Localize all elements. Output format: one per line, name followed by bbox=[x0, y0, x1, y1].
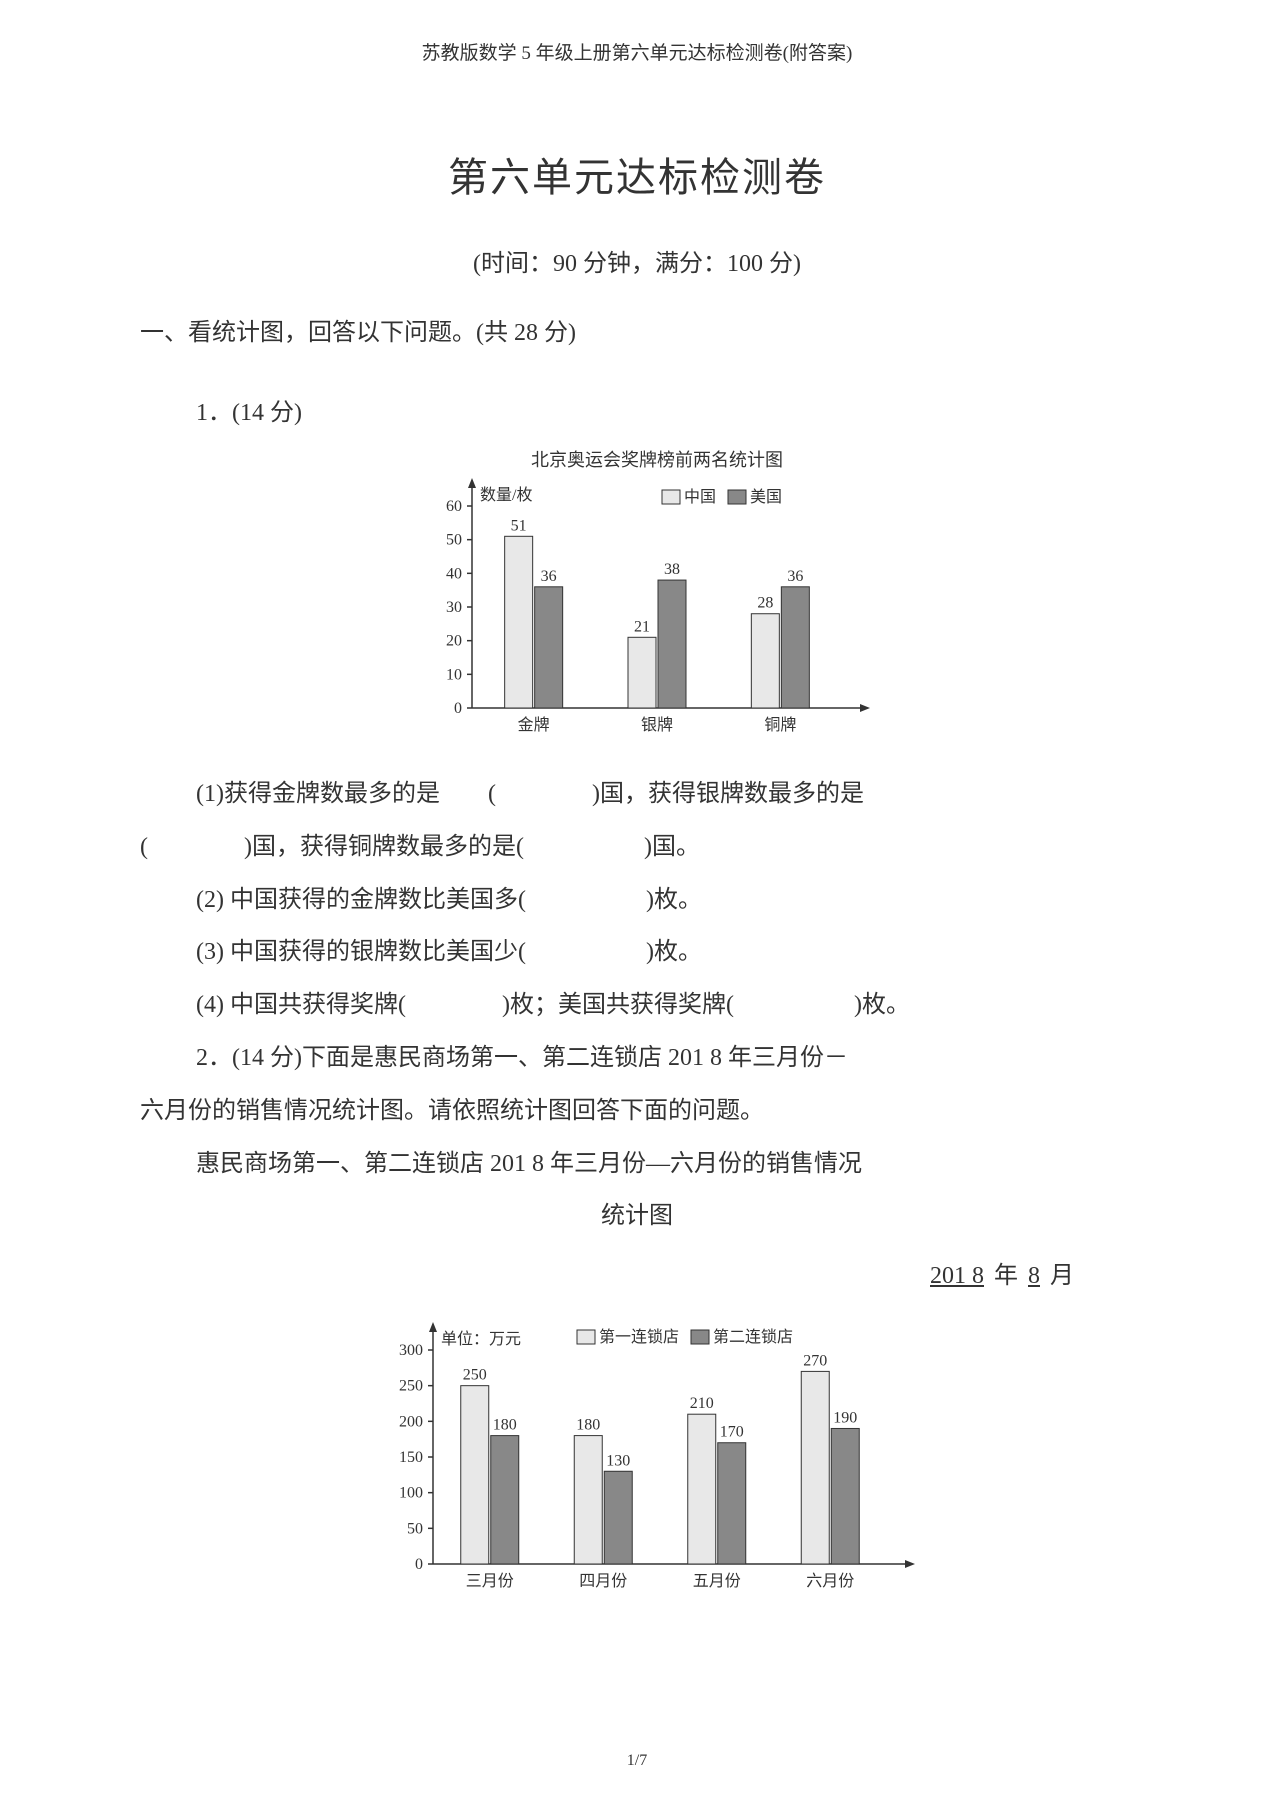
svg-text:铜牌: 铜牌 bbox=[764, 716, 796, 734]
q1-label: 1．(14 分) bbox=[196, 387, 1134, 440]
q1-p1b: ( )国，获得铜牌数最多的是( )国。 bbox=[140, 821, 1134, 874]
svg-text:36: 36 bbox=[787, 568, 803, 585]
q1-p4: (4) 中国共获得奖牌( )枚；美国共获得奖牌( )枚。 bbox=[196, 979, 1134, 1032]
svg-text:三月份: 三月份 bbox=[466, 1572, 514, 1590]
q2-p3: 统计图 bbox=[140, 1190, 1134, 1243]
svg-text:250: 250 bbox=[463, 1367, 487, 1384]
svg-text:五月份: 五月份 bbox=[693, 1572, 741, 1590]
svg-text:40: 40 bbox=[446, 565, 462, 582]
svg-text:50: 50 bbox=[407, 1520, 423, 1537]
svg-text:170: 170 bbox=[720, 1424, 744, 1441]
chart-sales: 单位：万元 第一连锁店 第二连锁店 0 50 100 150 200 250 300 250 180 三… bbox=[357, 1304, 917, 1604]
svg-text:0: 0 bbox=[415, 1556, 423, 1573]
date-year: 201 8 bbox=[926, 1263, 988, 1289]
chart-olympic-medals: 北京奥运会奖牌榜前两名统计图数量/枚 中国 美国 0 10 20 30 40 50 60 51 36 金… bbox=[402, 448, 872, 748]
svg-text:250: 250 bbox=[399, 1378, 423, 1395]
page-title: 第六单元达标检测卷 bbox=[140, 145, 1134, 203]
svg-text:210: 210 bbox=[690, 1395, 714, 1412]
svg-text:四月份: 四月份 bbox=[579, 1572, 627, 1590]
svg-text:300: 300 bbox=[399, 1342, 423, 1359]
svg-text:190: 190 bbox=[833, 1410, 857, 1427]
svg-text:20: 20 bbox=[446, 633, 462, 650]
svg-text:38: 38 bbox=[664, 561, 680, 578]
svg-text:美国: 美国 bbox=[750, 488, 782, 506]
svg-text:10: 10 bbox=[446, 666, 462, 683]
section-heading: 一、看统计图，回答以下问题。(共 28 分) bbox=[140, 312, 1134, 355]
svg-text:130: 130 bbox=[606, 1452, 630, 1469]
svg-text:60: 60 bbox=[446, 498, 462, 515]
date-year-unit: 年 bbox=[994, 1263, 1018, 1289]
svg-text:金牌: 金牌 bbox=[518, 716, 550, 734]
svg-text:180: 180 bbox=[576, 1417, 600, 1434]
q1-p2: (2) 中国获得的金牌数比美国多( )枚。 bbox=[196, 874, 1134, 927]
svg-text:51: 51 bbox=[511, 517, 527, 534]
svg-text:270: 270 bbox=[803, 1353, 827, 1370]
svg-text:数量/枚: 数量/枚 bbox=[480, 486, 532, 504]
q2-p2: 惠民商场第一、第二连锁店 201 8 年三月份—六月份的销售情况 bbox=[196, 1138, 1134, 1191]
svg-text:100: 100 bbox=[399, 1485, 423, 1502]
svg-text:200: 200 bbox=[399, 1413, 423, 1430]
svg-text:单位：万元: 单位：万元 bbox=[441, 1330, 521, 1348]
svg-text:第一连锁店: 第一连锁店 bbox=[599, 1328, 679, 1346]
svg-text:30: 30 bbox=[446, 599, 462, 616]
svg-text:银牌: 银牌 bbox=[641, 716, 673, 734]
q2-p1: 六月份的销售情况统计图。请依照统计图回答下面的问题。 bbox=[140, 1085, 1134, 1138]
svg-text:21: 21 bbox=[634, 618, 650, 635]
svg-text:180: 180 bbox=[493, 1417, 517, 1434]
q2-label: 2．(14 分)下面是惠民商场第一、第二连锁店 201 8 年三月份－ bbox=[196, 1032, 1134, 1085]
date-line: 201 8 年 8 月 bbox=[140, 1255, 1074, 1290]
date-month: 8 bbox=[1024, 1263, 1044, 1289]
svg-text:六月份: 六月份 bbox=[806, 1572, 854, 1590]
page-number: 1/7 bbox=[0, 1752, 1274, 1770]
svg-text:28: 28 bbox=[757, 595, 773, 612]
svg-text:北京奥运会奖牌榜前两名统计图: 北京奥运会奖牌榜前两名统计图 bbox=[531, 450, 783, 470]
subtitle: (时间：90 分钟，满分：100 分) bbox=[140, 243, 1134, 278]
date-month-unit: 月 bbox=[1050, 1263, 1074, 1289]
svg-text:50: 50 bbox=[446, 532, 462, 549]
svg-text:中国: 中国 bbox=[684, 488, 716, 506]
svg-text:36: 36 bbox=[541, 568, 557, 585]
q1-p3: (3) 中国获得的银牌数比美国少( )枚。 bbox=[196, 926, 1134, 979]
svg-text:0: 0 bbox=[454, 700, 462, 717]
q1-p1a: (1)获得金牌数最多的是 ( )国，获得银牌数最多的是 bbox=[196, 768, 1134, 821]
svg-text:第二连锁店: 第二连锁店 bbox=[713, 1328, 793, 1346]
page-header: 苏教版数学 5 年级上册第六单元达标检测卷(附答案) bbox=[140, 38, 1134, 65]
svg-text:150: 150 bbox=[399, 1449, 423, 1466]
